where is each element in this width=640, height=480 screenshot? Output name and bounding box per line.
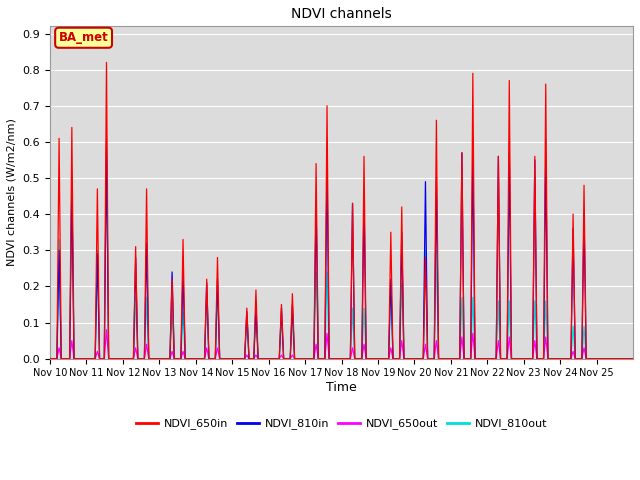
- Line: NDVI_810out: NDVI_810out: [50, 149, 633, 359]
- NDVI_810out: [46, 356, 54, 361]
- NDVI_650in: [623, 356, 630, 361]
- NDVI_650out: [468, 341, 476, 347]
- Legend: NDVI_650in, NDVI_810in, NDVI_650out, NDVI_810out: NDVI_650in, NDVI_810in, NDVI_650out, NDV…: [131, 414, 552, 434]
- NDVI_650out: [417, 356, 424, 361]
- Line: NDVI_810in: NDVI_810in: [50, 145, 633, 359]
- NDVI_810in: [46, 356, 54, 361]
- NDVI_810in: [623, 356, 630, 361]
- NDVI_810in: [505, 167, 513, 173]
- NDVI_810in: [102, 143, 110, 148]
- NDVI_650out: [540, 350, 548, 356]
- NDVI_810in: [468, 234, 476, 240]
- NDVI_650in: [629, 356, 637, 361]
- NDVI_810out: [505, 303, 513, 309]
- NDVI_650in: [102, 60, 110, 65]
- NDVI_810in: [166, 356, 173, 361]
- NDVI_810out: [468, 320, 476, 326]
- NDVI_810out: [102, 146, 110, 152]
- NDVI_650out: [102, 327, 110, 333]
- NDVI_810in: [540, 305, 548, 311]
- Line: NDVI_650out: NDVI_650out: [50, 330, 633, 359]
- Text: BA_met: BA_met: [59, 31, 108, 44]
- NDVI_810in: [417, 356, 424, 361]
- NDVI_650in: [540, 287, 548, 293]
- NDVI_810out: [629, 356, 637, 361]
- NDVI_650out: [166, 356, 173, 361]
- NDVI_650out: [629, 356, 637, 361]
- NDVI_650in: [46, 356, 54, 361]
- NDVI_810out: [540, 341, 548, 347]
- NDVI_650out: [623, 356, 630, 361]
- NDVI_810in: [629, 356, 637, 361]
- Title: NDVI channels: NDVI channels: [291, 7, 392, 21]
- NDVI_650in: [505, 101, 513, 107]
- NDVI_650out: [46, 356, 54, 361]
- NDVI_810out: [623, 356, 630, 361]
- NDVI_650out: [505, 336, 513, 342]
- NDVI_650in: [166, 356, 173, 361]
- NDVI_810out: [417, 356, 424, 361]
- Line: NDVI_650in: NDVI_650in: [50, 62, 633, 359]
- NDVI_650in: [468, 189, 476, 195]
- X-axis label: Time: Time: [326, 381, 357, 394]
- NDVI_810out: [166, 356, 173, 361]
- Y-axis label: NDVI channels (W/m2/nm): NDVI channels (W/m2/nm): [7, 119, 17, 266]
- NDVI_650in: [417, 356, 424, 361]
